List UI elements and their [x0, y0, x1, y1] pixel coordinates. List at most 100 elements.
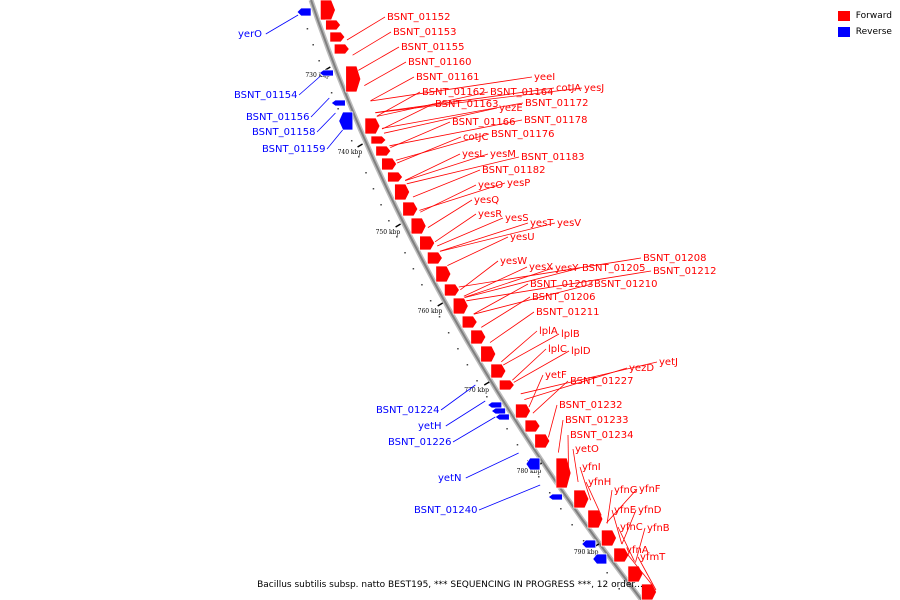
forward-gene-label[interactable]: lplB: [561, 329, 580, 340]
forward-gene-label[interactable]: BSNT_01161: [416, 72, 479, 83]
forward-gene-label[interactable]: yfnE: [614, 505, 636, 516]
forward-gene[interactable]: [601, 529, 617, 547]
forward-gene-label[interactable]: yetF: [545, 370, 567, 381]
forward-gene-label[interactable]: yeeI: [534, 72, 555, 83]
forward-gene-label[interactable]: BSNT_01152: [387, 12, 450, 23]
forward-gene-label[interactable]: yetO: [575, 444, 599, 455]
forward-gene-label[interactable]: yesS: [505, 213, 529, 224]
forward-gene-label[interactable]: BSNT_01206: [532, 292, 595, 303]
forward-gene[interactable]: [515, 403, 531, 419]
forward-gene-label[interactable]: yfnH: [588, 477, 611, 488]
forward-gene[interactable]: [534, 433, 551, 449]
reverse-gene[interactable]: [592, 553, 608, 565]
forward-gene-label[interactable]: lplD: [571, 346, 591, 357]
reverse-gene-label[interactable]: yerO: [238, 29, 262, 40]
forward-gene-label[interactable]: yfnA: [626, 545, 649, 556]
forward-gene[interactable]: [394, 183, 410, 201]
forward-gene[interactable]: [461, 315, 478, 329]
forward-gene-label[interactable]: yesO: [478, 180, 503, 191]
forward-gene-label[interactable]: yfmT: [640, 552, 666, 563]
forward-gene-label[interactable]: yesU: [510, 232, 535, 243]
forward-gene[interactable]: [370, 135, 387, 145]
forward-gene[interactable]: [444, 283, 460, 297]
reverse-gene[interactable]: [547, 493, 563, 501]
forward-gene-label[interactable]: lplC: [548, 344, 567, 355]
forward-gene-label[interactable]: yesP: [507, 178, 530, 189]
forward-gene-label[interactable]: yesJ: [584, 83, 604, 94]
reverse-gene[interactable]: [490, 407, 506, 415]
reverse-gene[interactable]: [487, 401, 503, 409]
reverse-gene-label[interactable]: BSNT_01154: [234, 90, 297, 101]
forward-gene-label[interactable]: yezE: [499, 103, 523, 114]
forward-gene-label[interactable]: BSNT_01203: [530, 279, 593, 290]
forward-gene-label[interactable]: BSNT_01208: [643, 253, 706, 264]
forward-gene-label[interactable]: yfnD: [638, 505, 662, 516]
forward-gene-label[interactable]: BSNT_01176: [491, 129, 554, 140]
forward-gene-label[interactable]: yesV: [557, 218, 581, 229]
reverse-gene[interactable]: [338, 111, 354, 131]
forward-gene[interactable]: [410, 217, 427, 235]
forward-gene-label[interactable]: yesQ: [474, 195, 499, 206]
forward-gene-label[interactable]: BSNT_01227: [570, 376, 633, 387]
forward-gene-label[interactable]: BSNT_01212: [653, 266, 716, 277]
forward-gene-label[interactable]: yesL: [462, 149, 485, 160]
forward-gene[interactable]: [329, 31, 346, 43]
forward-gene[interactable]: [325, 19, 342, 31]
forward-gene[interactable]: [435, 265, 452, 283]
forward-gene-label[interactable]: yetJ: [659, 357, 678, 368]
forward-gene-label[interactable]: BSNT_01232: [559, 400, 622, 411]
forward-gene-label[interactable]: BSNT_01166: [452, 117, 515, 128]
forward-gene-label[interactable]: yfnB: [647, 523, 670, 534]
forward-gene-label[interactable]: BSNT_01155: [401, 42, 464, 53]
forward-gene[interactable]: [381, 157, 398, 171]
forward-gene-label[interactable]: yesM: [490, 149, 516, 160]
forward-gene-label[interactable]: yesT: [530, 218, 554, 229]
forward-gene-label[interactable]: yesW: [500, 256, 527, 267]
forward-gene-label[interactable]: BSNT_01160: [408, 57, 471, 68]
forward-gene-label[interactable]: BSNT_01233: [565, 415, 628, 426]
forward-gene[interactable]: [320, 0, 336, 21]
reverse-gene-label[interactable]: BSNT_01226: [388, 437, 451, 448]
reverse-gene[interactable]: [581, 539, 597, 549]
forward-gene[interactable]: [364, 117, 381, 135]
forward-gene-label[interactable]: BSNT_01164: [490, 87, 553, 98]
forward-gene[interactable]: [402, 201, 419, 217]
forward-gene-label[interactable]: yesX: [529, 262, 553, 273]
forward-gene-label[interactable]: yesR: [478, 209, 502, 220]
forward-gene[interactable]: [345, 65, 362, 93]
forward-gene-label[interactable]: BSNT_01162: [422, 87, 485, 98]
forward-gene-label[interactable]: BSNT_01205: [582, 263, 645, 274]
forward-gene[interactable]: [333, 43, 350, 55]
reverse-gene-label[interactable]: BSNT_01240: [414, 505, 477, 516]
forward-gene-label[interactable]: yfnF: [639, 484, 661, 495]
forward-gene-label[interactable]: BSNT_01210: [594, 279, 657, 290]
forward-gene-label[interactable]: BSNT_01153: [393, 27, 456, 38]
reverse-gene-label[interactable]: BSNT_01159: [262, 144, 325, 155]
forward-gene-label[interactable]: BSNT_01178: [524, 115, 587, 126]
reverse-gene[interactable]: [318, 69, 334, 77]
reverse-gene-label[interactable]: BSNT_01224: [376, 405, 439, 416]
forward-gene[interactable]: [490, 363, 507, 379]
forward-gene-label[interactable]: BSNT_01182: [482, 165, 545, 176]
forward-gene[interactable]: [498, 379, 515, 391]
forward-gene[interactable]: [573, 489, 590, 509]
reverse-gene-label[interactable]: yetN: [438, 473, 461, 484]
reverse-gene-label[interactable]: BSNT_01158: [252, 127, 315, 138]
forward-gene[interactable]: [427, 251, 443, 265]
reverse-gene-label[interactable]: BSNT_01156: [246, 112, 309, 123]
forward-gene[interactable]: [587, 509, 604, 529]
forward-gene-label[interactable]: lplA: [539, 326, 558, 337]
reverse-gene[interactable]: [330, 99, 346, 107]
forward-gene-label[interactable]: BSNT_01234: [570, 430, 633, 441]
forward-gene[interactable]: [555, 457, 572, 489]
forward-gene-label[interactable]: cotJC: [463, 132, 488, 143]
forward-gene-label[interactable]: BSNT_01172: [525, 98, 588, 109]
forward-gene-label[interactable]: yfnI: [582, 462, 601, 473]
forward-gene-label[interactable]: yfnC: [620, 522, 643, 533]
forward-gene[interactable]: [419, 235, 436, 251]
forward-gene[interactable]: [387, 171, 404, 183]
forward-gene[interactable]: [452, 297, 469, 315]
forward-gene-label[interactable]: yesY: [555, 263, 579, 274]
reverse-gene[interactable]: [296, 7, 312, 17]
forward-gene[interactable]: [524, 419, 541, 433]
